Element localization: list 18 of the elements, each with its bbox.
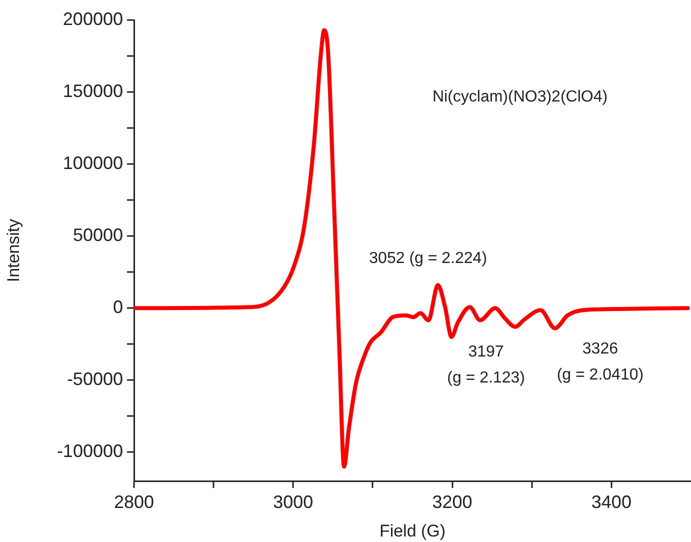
annotation: 3326 (g = 2.0410) <box>556 340 644 384</box>
y-tick-label: 200000 <box>62 8 123 29</box>
line-series <box>134 28 690 469</box>
x-tick-label: 3000 <box>273 492 314 512</box>
annotation: 3197 (g = 2.123) <box>447 344 525 387</box>
y-tick-label: 50000 <box>72 225 123 246</box>
y-tick-label: -100000 <box>56 441 123 462</box>
annotation: 3052 (g = 2.224) <box>369 250 488 268</box>
x-tick-label: 3200 <box>432 492 472 512</box>
x-tick-label: 2800 <box>114 492 154 512</box>
y-tick-label: 0 <box>112 297 123 318</box>
y-axis-title: Intensity <box>4 218 23 282</box>
y-tick-label: 100000 <box>62 153 123 174</box>
x-axis-title: Field (G) <box>379 521 446 540</box>
annotation: Ni(cyclam)(NO3)2(ClO4) <box>432 88 608 106</box>
y-tick-label: -50000 <box>66 369 123 390</box>
x-tick-label: 3400 <box>591 492 632 512</box>
y-tick-label: 150000 <box>62 81 123 101</box>
